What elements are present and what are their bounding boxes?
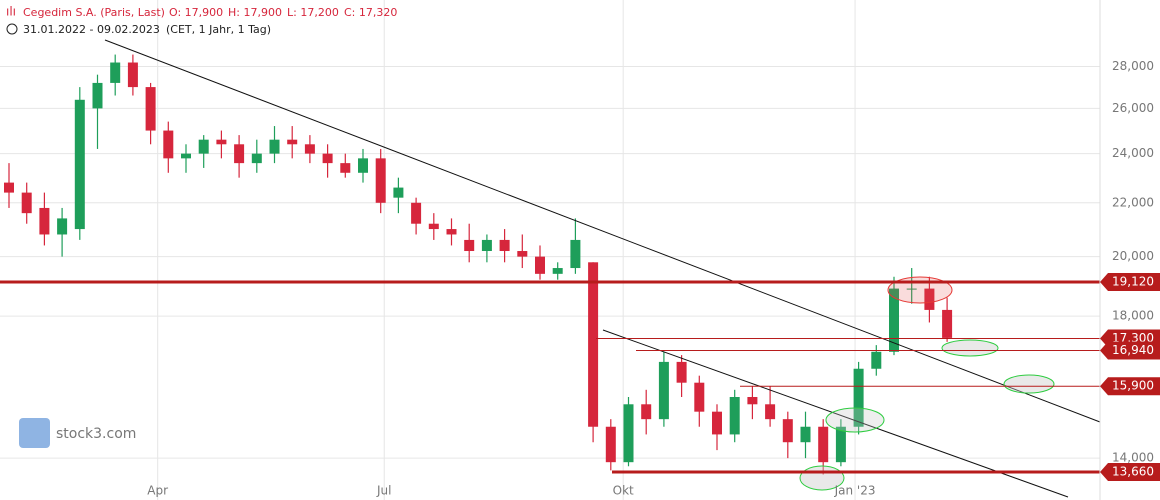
header: ılı Cegedim S.A. (Paris, Last) O: 17,900…: [6, 5, 397, 37]
candle-body: [92, 82, 103, 109]
candle-body: [251, 153, 262, 164]
period: (CET, 1 Jahr, 1 Tag): [166, 23, 271, 36]
symbol-title: Cegedim S.A. (Paris, Last): [23, 6, 165, 19]
candle-body: [21, 192, 32, 214]
price-label: 13,660: [1112, 465, 1154, 479]
date-range: 31.01.2022 - 09.02.2023: [23, 23, 160, 36]
ohlc-close: C: 17,320: [344, 6, 397, 19]
candle-body: [535, 256, 545, 274]
highlight-ellipse: [1003, 374, 1055, 394]
price-label: 16,940: [1112, 343, 1154, 357]
candle-body: [163, 130, 174, 159]
candle-body: [800, 426, 811, 443]
candle-body: [889, 288, 899, 352]
candle-body: [198, 139, 209, 154]
candle-body: [924, 288, 935, 310]
candle-body: [340, 163, 351, 173]
candle-body: [39, 207, 50, 235]
candle-body: [446, 229, 457, 235]
candle-body: [552, 268, 563, 274]
y-tick-label: 14,000: [1112, 451, 1154, 465]
candle-body: [641, 404, 652, 420]
candle-body: [110, 62, 121, 83]
candle-body: [517, 251, 528, 257]
highlight-ellipse: [825, 407, 885, 433]
candle-body: [269, 139, 280, 154]
candle-body: [729, 396, 740, 435]
candle-body: [234, 144, 245, 164]
candle-body: [765, 404, 776, 420]
candle-body: [375, 158, 386, 203]
candle-body: [588, 262, 599, 427]
candle-body: [499, 239, 510, 252]
levels: [0, 280, 1100, 474]
candle-body: [74, 99, 85, 230]
y-tick-label: 22,000: [1112, 195, 1154, 209]
trend-line: [104, 39, 1101, 423]
axis: 14,000 18,000 20,000 22,000 24,000 26,000 28,0…: [147, 59, 1160, 498]
price-label-box: [1100, 273, 1160, 292]
candle-body: [676, 361, 687, 383]
price-label-box: [1100, 377, 1160, 396]
candle-body: [4, 182, 14, 193]
ohlc-open: O: 17,900: [169, 6, 223, 19]
trend-line: [602, 329, 1069, 498]
ohlc-low: L: 17,200: [287, 6, 339, 19]
ohlc-high: H: 17,900: [228, 6, 282, 19]
logo: [19, 418, 50, 448]
candle-body: [782, 419, 793, 443]
x-tick-label: Jul: [376, 484, 391, 498]
candle-body: [358, 158, 368, 173]
candle-body: [393, 187, 404, 198]
candle-body: [747, 396, 758, 405]
candle-body: [304, 144, 315, 154]
candle-body: [835, 426, 846, 463]
candle-body: [287, 139, 298, 145]
candle-body: [216, 139, 227, 145]
x-tick-label: Apr: [147, 484, 168, 498]
price-label-box: [1100, 341, 1160, 360]
y-tick-label: 26,000: [1112, 101, 1154, 115]
candle-body: [658, 361, 669, 420]
price-label: 19,120: [1112, 275, 1154, 289]
clock-icon: [6, 23, 18, 35]
candle-body: [623, 404, 634, 463]
candles: [4, 54, 953, 475]
candle-body: [853, 368, 864, 427]
candle-body: [906, 288, 917, 290]
candle-body: [127, 62, 138, 88]
x-tick-label: Okt: [613, 484, 634, 498]
icon: ılı: [6, 5, 16, 19]
candle-body: [871, 351, 882, 369]
candle-body: [481, 239, 492, 252]
y-tick-label: 28,000: [1112, 59, 1154, 73]
highlight-ellipse: [941, 339, 999, 357]
x-tick-label: Jan '23: [834, 484, 876, 498]
candle-body: [942, 309, 953, 338]
candle-body: [712, 411, 722, 435]
y-tick-label: 24,000: [1112, 146, 1154, 160]
candle-body: [322, 153, 333, 164]
candle-body: [570, 239, 581, 269]
price-label-box: [1100, 463, 1160, 482]
y-tick-label: 18,000: [1112, 309, 1154, 323]
candle-body: [694, 382, 705, 412]
y-tick-label: 20,000: [1112, 249, 1154, 263]
watermark-text: stock3.com: [56, 426, 136, 442]
watermark: stock3.com: [19, 418, 136, 448]
candle-body: [411, 202, 422, 224]
candle-body: [605, 426, 616, 463]
candle-body: [181, 153, 191, 159]
candle-body: [464, 239, 475, 252]
candle-body: [428, 223, 439, 230]
candle-body: [145, 87, 156, 131]
candle-body: [818, 426, 829, 463]
price-label: 15,900: [1112, 379, 1154, 393]
candle-body: [57, 218, 68, 235]
